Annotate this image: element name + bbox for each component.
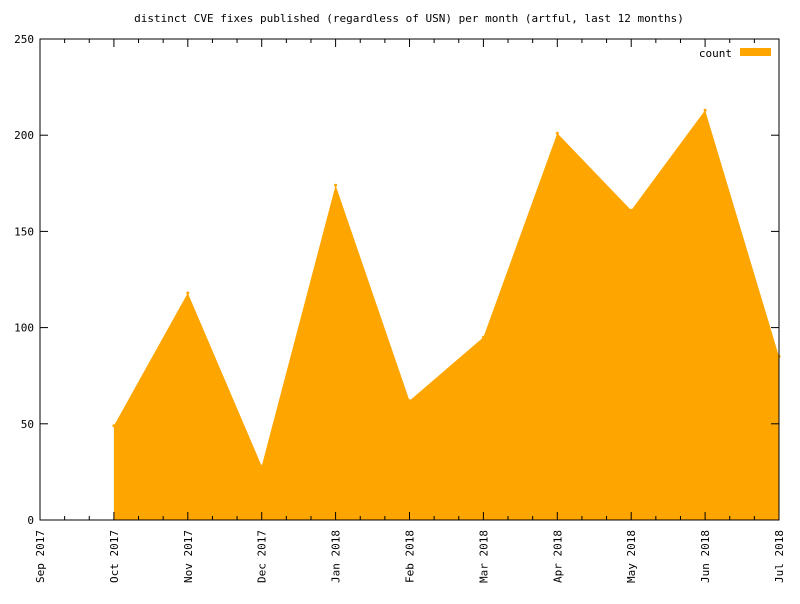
data-point-nov-2017 xyxy=(186,291,190,295)
data-point-mar-2018 xyxy=(481,335,485,339)
y-tick-label: 250 xyxy=(14,33,34,46)
x-tick-label: Mar 2018 xyxy=(477,530,490,583)
y-tick-label: 0 xyxy=(27,514,34,527)
data-point-may-2018 xyxy=(629,208,633,212)
data-point-jan-2018 xyxy=(334,183,338,187)
x-tick-label: Jan 2018 xyxy=(330,530,343,583)
x-tick-label: Dec 2017 xyxy=(256,530,269,583)
x-tick-label: Nov 2017 xyxy=(182,530,195,583)
data-point-apr-2018 xyxy=(555,131,559,135)
series-layer xyxy=(112,108,781,521)
x-tick-label: Sep 2017 xyxy=(34,530,47,583)
y-tick-label: 200 xyxy=(14,129,34,142)
data-point-oct-2017 xyxy=(112,424,116,428)
y-tick-label: 100 xyxy=(14,322,34,335)
x-tick-label: Jul 2018 xyxy=(773,530,786,583)
chart-title: distinct CVE fixes published (regardless… xyxy=(134,12,684,25)
y-tick-label: 150 xyxy=(14,225,34,238)
data-point-jun-2018 xyxy=(703,108,707,112)
x-tick-label: Apr 2018 xyxy=(551,530,564,583)
legend: count xyxy=(699,47,771,60)
x-tick-label: Jun 2018 xyxy=(699,530,712,583)
x-tick-label: Feb 2018 xyxy=(404,530,417,583)
data-point-dec-2017 xyxy=(260,464,264,468)
y-tick-label: 50 xyxy=(21,418,34,431)
x-tick-label: May 2018 xyxy=(625,530,638,583)
series-area-count xyxy=(113,110,779,521)
legend-swatch xyxy=(740,48,771,56)
legend-label: count xyxy=(699,47,732,60)
x-tick-label: Oct 2017 xyxy=(108,530,121,583)
data-point-feb-2018 xyxy=(408,399,411,403)
axis-layer: 0 50 100 150 200 250 Sep 2017 Oct 2017 Nov 2017 D… xyxy=(14,33,786,583)
